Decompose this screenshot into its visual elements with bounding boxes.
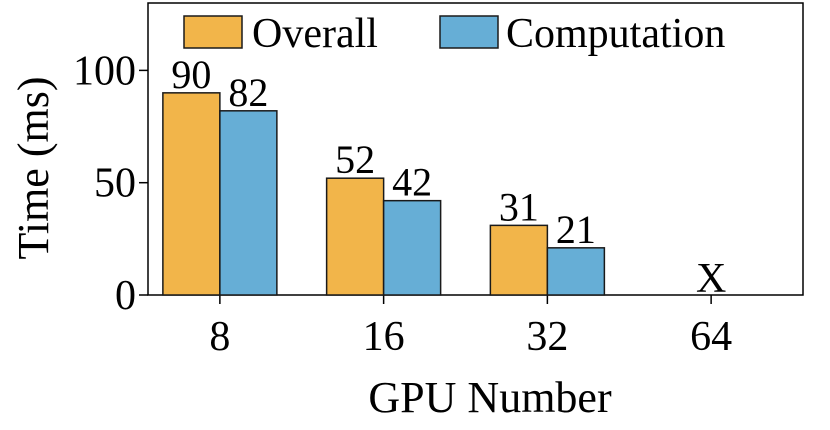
legend: Overall Computation bbox=[183, 11, 725, 57]
bar-computation-8 bbox=[219, 110, 278, 296]
data-label: 31 bbox=[499, 184, 539, 229]
bar-computation-32 bbox=[546, 247, 606, 296]
x-tick-label: 64 bbox=[690, 314, 732, 360]
legend-label-computation: Computation bbox=[506, 11, 725, 57]
missing-marker: X bbox=[696, 256, 726, 302]
bar-overall-16 bbox=[325, 177, 385, 296]
y-axis-label: Time (ms) bbox=[9, 77, 58, 260]
x-axis-label: GPU Number bbox=[368, 373, 612, 422]
y-tick-label: 50 bbox=[94, 161, 136, 207]
data-label: 90 bbox=[171, 52, 211, 97]
legend-label-overall: Overall bbox=[252, 11, 378, 57]
bar-overall-8 bbox=[162, 92, 221, 296]
plot-frame bbox=[147, 2, 804, 296]
data-label: 82 bbox=[228, 70, 268, 115]
x-tick-label: 8 bbox=[209, 314, 230, 360]
bar-overall-32 bbox=[489, 224, 549, 296]
legend-swatch-overall bbox=[183, 15, 243, 49]
plot-area: 0 50 100 8 90 82 16 52 42 32 31 21 64 X bbox=[73, 2, 804, 360]
data-label: 21 bbox=[556, 207, 596, 252]
y-tick-label: 0 bbox=[115, 273, 136, 319]
legend-swatch-computation bbox=[439, 15, 499, 49]
x-tick-label: 16 bbox=[363, 314, 405, 360]
bar-computation-16 bbox=[382, 199, 442, 296]
x-tick-label: 32 bbox=[526, 314, 568, 360]
y-tick-label: 100 bbox=[73, 48, 136, 94]
data-label: 42 bbox=[392, 160, 432, 205]
data-label: 52 bbox=[335, 137, 375, 182]
